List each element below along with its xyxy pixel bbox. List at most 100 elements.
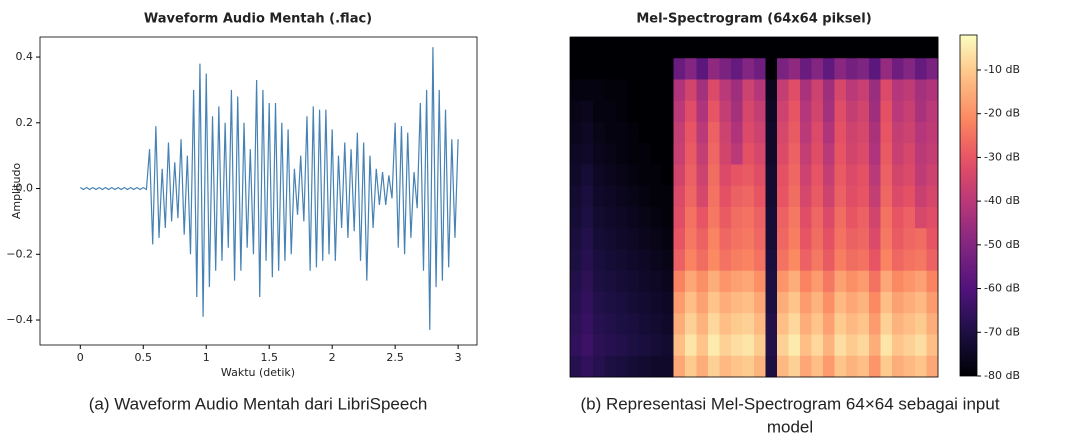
heatmap-cell [800, 58, 812, 80]
heatmap-cell [765, 313, 778, 335]
heatmap-cell [903, 292, 916, 314]
heatmap-cell [581, 58, 594, 80]
heatmap-cell [581, 207, 594, 229]
heatmap-cell [719, 270, 732, 293]
heatmap-cell [846, 270, 858, 293]
heatmap-cell [696, 185, 709, 208]
heatmap-cell [708, 100, 720, 123]
heatmap-cell [869, 313, 881, 335]
heatmap-cell [708, 228, 720, 250]
heatmap-cell [581, 292, 594, 314]
heatmap-cell [915, 122, 927, 144]
heatmap-cell [869, 100, 881, 123]
heatmap-cell [846, 334, 858, 357]
heatmap-cell [685, 228, 697, 250]
heatmap-cell [639, 292, 651, 314]
heatmap-cell [742, 334, 755, 357]
heatmap-cell [708, 58, 720, 80]
heatmap-cell [662, 185, 674, 208]
heatmap-cell [857, 37, 870, 59]
heatmap-cell [685, 313, 697, 335]
heatmap-cell [696, 122, 709, 144]
heatmap-cell [742, 292, 755, 314]
x-tick-label: 0.5 [135, 351, 153, 364]
heatmap-cell [570, 249, 582, 272]
heatmap-cell [765, 207, 778, 229]
heatmap-cell [823, 58, 835, 80]
heatmap-cell [627, 249, 640, 272]
heatmap-cell [754, 79, 766, 102]
heatmap-cell [765, 100, 778, 123]
heatmap-cell [627, 143, 640, 165]
x-axis-label: Waktu (detik) [221, 366, 295, 379]
heatmap-cell [604, 37, 617, 59]
heatmap-cell [593, 270, 605, 293]
heatmap-cell [731, 313, 743, 335]
heatmap-cell [593, 249, 605, 272]
heatmap-cell [834, 313, 847, 335]
heatmap-cell [788, 164, 801, 187]
heatmap-cell [834, 207, 847, 229]
heatmap-cell [915, 164, 927, 187]
x-tick-label: 2 [329, 351, 336, 364]
heatmap-cell [742, 100, 755, 123]
y-tick-label: −0.2 [6, 247, 33, 260]
heatmap-cell [673, 37, 686, 59]
heatmap-cell [788, 37, 801, 59]
heatmap-cell [593, 122, 605, 144]
heatmap-cell [846, 100, 858, 123]
heatmap-cell [915, 249, 927, 272]
heatmap-cell [857, 185, 870, 208]
heatmap-cell [581, 100, 594, 123]
heatmap-cell [926, 122, 939, 144]
heatmap-cell [708, 334, 720, 357]
heatmap-cell [800, 292, 812, 314]
heatmap-cell [754, 122, 766, 144]
heatmap-cell [777, 313, 789, 335]
heatmap-cell [731, 122, 743, 144]
heatmap-cell [754, 270, 766, 293]
heatmap-cell [857, 100, 870, 123]
x-tick-label: 1 [203, 351, 210, 364]
heatmap-cell [662, 100, 674, 123]
heatmap-cell [627, 313, 640, 335]
heatmap-cell [823, 37, 835, 59]
heatmap-cell [708, 143, 720, 165]
heatmap-cell [857, 270, 870, 293]
heatmap-cell [673, 100, 686, 123]
x-tick-label: 0 [77, 351, 84, 364]
heatmap-cell [903, 207, 916, 229]
heatmap-cell [673, 228, 686, 250]
heatmap-cell [903, 313, 916, 335]
heatmap-cell [892, 292, 904, 314]
heatmap-cell [719, 207, 732, 229]
heatmap-cell [754, 100, 766, 123]
heatmap-cell [719, 249, 732, 272]
caption: (b) Representasi Mel-Spectrogram 64×64 s… [580, 394, 999, 413]
heatmap-cell [662, 58, 674, 80]
heatmap-cell [673, 58, 686, 80]
heatmap-cell [926, 228, 939, 250]
heatmap-cell [788, 207, 801, 229]
heatmap-cell [673, 292, 686, 314]
heatmap-cell [685, 79, 697, 102]
heatmap-cell [857, 122, 870, 144]
heatmap-cell [788, 355, 801, 378]
heatmap-cell [593, 228, 605, 250]
heatmap-cell [765, 270, 778, 293]
heatmap-cell [719, 100, 732, 123]
heatmap-cell [765, 79, 778, 102]
heatmap-cell [800, 313, 812, 335]
heatmap-cell [650, 292, 663, 314]
heatmap-cell [915, 207, 927, 229]
heatmap-cell [662, 37, 674, 59]
x-tick-label: 2.5 [386, 351, 404, 364]
heatmap-cell [903, 164, 916, 187]
heatmap-cell [834, 79, 847, 102]
heatmap-cell [754, 185, 766, 208]
heatmap-cell [696, 292, 709, 314]
heatmap-cell [650, 334, 663, 357]
heatmap-cell [639, 270, 651, 293]
heatmap-cell [765, 143, 778, 165]
heatmap-cell [811, 313, 824, 335]
